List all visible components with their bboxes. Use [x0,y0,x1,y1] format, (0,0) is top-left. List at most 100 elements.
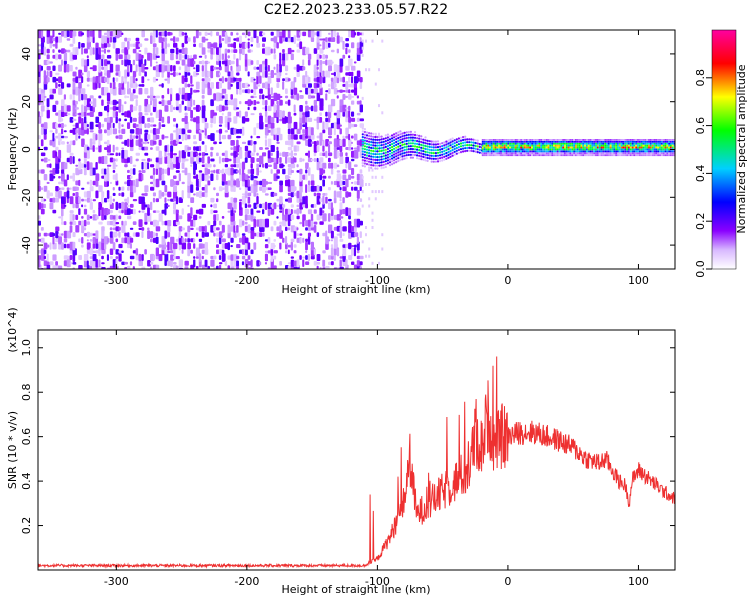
spectrogram-cell [132,179,136,186]
spectrogram-cell [348,94,352,100]
spectrogram-cell [411,153,414,156]
spectrogram-cell [501,142,504,145]
spectrogram-cell [236,225,239,233]
spectrogram-cell [43,242,48,250]
spectrogram-cell [175,256,180,260]
spectrogram-cell [69,221,73,225]
spectrogram-cell [547,140,550,143]
spectrogram-cell [660,144,663,147]
spectrogram-cell [40,89,46,94]
spectrogram-cell [129,175,133,179]
spectrogram-cell [178,215,183,220]
spectrogram-cell [629,152,632,155]
spectrogram-cell [244,214,248,221]
spectrogram-cell [147,207,150,216]
spectrogram-cell [187,72,191,76]
spectrogram-cell [339,99,344,106]
spectrogram-cell [432,146,435,149]
spectrogram-cell [319,221,324,225]
spectrogram-cell [313,152,317,157]
spectrogram-cell [204,167,208,176]
spectrogram-cell [399,153,402,156]
spectrogram-cell [361,138,364,142]
spectrogram-cell [305,169,308,174]
spectrogram-cell [305,105,309,112]
snr-series-line [38,356,675,569]
spectrogram-cell [299,184,303,193]
spectrogram-cell [403,134,406,137]
spectrogram-cell [141,254,144,261]
spectrogram-cell [72,232,76,238]
spectrogram-cell [416,154,419,157]
spectrogram-cell [193,146,196,151]
spectrogram-cell [462,138,465,142]
spectrogram-y-tick-label: 0 [20,146,33,153]
spectrogram-cell [262,32,266,36]
spectrogram-cell [527,148,530,151]
spectrogram-cell [593,139,596,141]
spectrogram-cell [307,138,312,147]
spectrogram-cell [316,145,320,152]
spectrogram-cell [489,152,491,155]
spectrogram-cell [418,143,421,146]
spectrogram-cell [604,144,607,147]
spectrogram-cell [547,150,550,153]
spectrogram-cell [640,146,643,149]
spectrogram-cell [602,140,605,143]
spectrogram-cell [262,219,266,228]
spectrogram-cell [170,150,173,159]
spectrogram-cell [490,140,493,143]
spectrogram-y-label: Frequency (Hz) [6,108,19,191]
spectrogram-cell [319,64,323,73]
spectrogram-cell [95,190,99,199]
spectrogram-cell [161,134,165,140]
spectrogram-cell [89,248,94,256]
spectrogram-cell [339,216,344,219]
spectrogram-cell [244,65,248,72]
spectrogram-cell [138,112,143,117]
spectrogram-cell [512,144,515,147]
spectrogram-cell [487,148,490,151]
spectrogram-cell [121,49,125,54]
spectrogram-cell [299,255,302,260]
spectrogram-cell [455,141,458,144]
spectrogram-cell [368,140,371,143]
spectrogram-cell [276,226,280,232]
spectrogram-cell [204,259,208,267]
spectrogram-cell [598,152,601,155]
spectrogram-cell [607,146,610,149]
spectrogram-cell [233,254,238,261]
spectrogram-cell [580,154,583,157]
spectrogram-cell [368,68,371,72]
spectrogram-cell [55,197,59,203]
spectrogram-cell [147,104,151,113]
spectrogram-cell [595,154,597,157]
spectrogram-cell [611,139,614,141]
spectrogram-cell [313,141,317,145]
spectrogram-cell [201,95,205,99]
spectrogram-cell [586,146,588,149]
spectrogram-cell [525,148,528,151]
spectrogram-cell [164,65,168,72]
spectrogram-cell [175,156,180,164]
spectrogram-cell [664,148,667,151]
spectrogram-cell [224,130,228,133]
spectrogram-cell [316,195,321,205]
spectrogram-cell [649,154,652,157]
spectrogram-cell [356,207,361,216]
spectrogram-cell [264,162,268,169]
spectrogram-cell [313,32,317,36]
spectrogram-cell [218,72,221,76]
spectrogram-cell [38,54,41,60]
spectrogram-cell [468,144,471,147]
spectrogram-cell [611,140,614,143]
spectrogram-cell [250,135,253,139]
spectrogram-cell [158,36,163,43]
spectrogram-cell [262,64,266,73]
spectrogram-cell [302,75,306,85]
spectrogram-cell [586,144,588,147]
spectrogram-cell [485,139,488,141]
spectrogram-cell [55,226,60,232]
spectrogram-cell [170,92,173,102]
spectrogram-cell [356,77,360,82]
